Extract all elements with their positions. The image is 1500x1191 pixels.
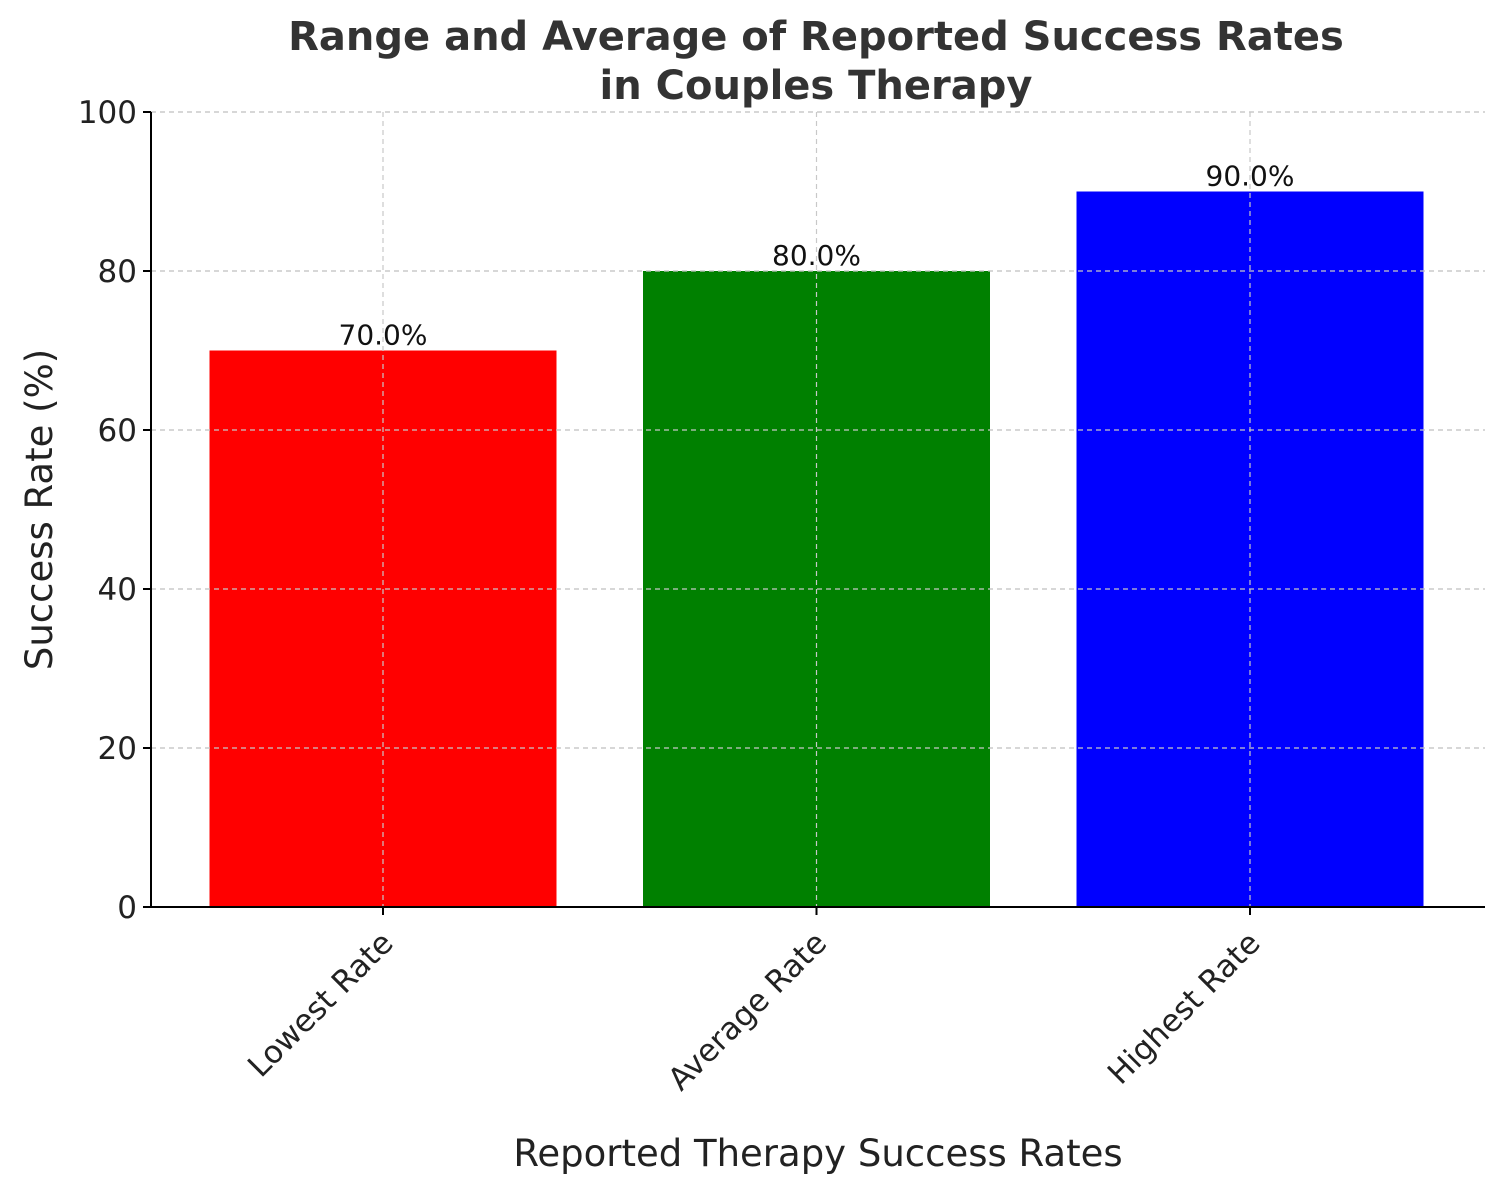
bar-value-label: 80.0% — [772, 239, 861, 272]
data-labels: 70.0% 80.0% 90.0% — [339, 160, 1295, 352]
axes — [150, 112, 1485, 908]
bar-value-label: 90.0% — [1206, 160, 1295, 193]
chart-title-line-2: in Couples Therapy — [600, 63, 1033, 109]
y-tick-label: 100 — [78, 95, 137, 131]
y-tick-label: 20 — [98, 731, 137, 767]
bar-value-label: 70.0% — [339, 319, 428, 352]
x-axis-ticks: Lowest Rate Average Rate Highest Rate — [241, 907, 1268, 1098]
y-axis-label: Success Rate (%) — [18, 349, 61, 670]
y-tick-label: 80 — [98, 254, 137, 290]
y-tick-label: 60 — [98, 413, 137, 449]
x-tick-label: Average Rate — [661, 925, 834, 1098]
x-tick-label: Lowest Rate — [241, 925, 400, 1084]
x-axis-label: Reported Therapy Success Rates — [513, 1132, 1122, 1175]
x-tick-label: Highest Rate — [1101, 925, 1268, 1092]
y-tick-label: 0 — [117, 890, 137, 926]
y-tick-label: 40 — [98, 572, 137, 608]
chart-title-line-1: Range and Average of Reported Success Ra… — [288, 14, 1344, 60]
y-axis-ticks: 0 20 40 60 80 100 — [78, 95, 151, 926]
chart-title: Range and Average of Reported Success Ra… — [288, 14, 1344, 109]
